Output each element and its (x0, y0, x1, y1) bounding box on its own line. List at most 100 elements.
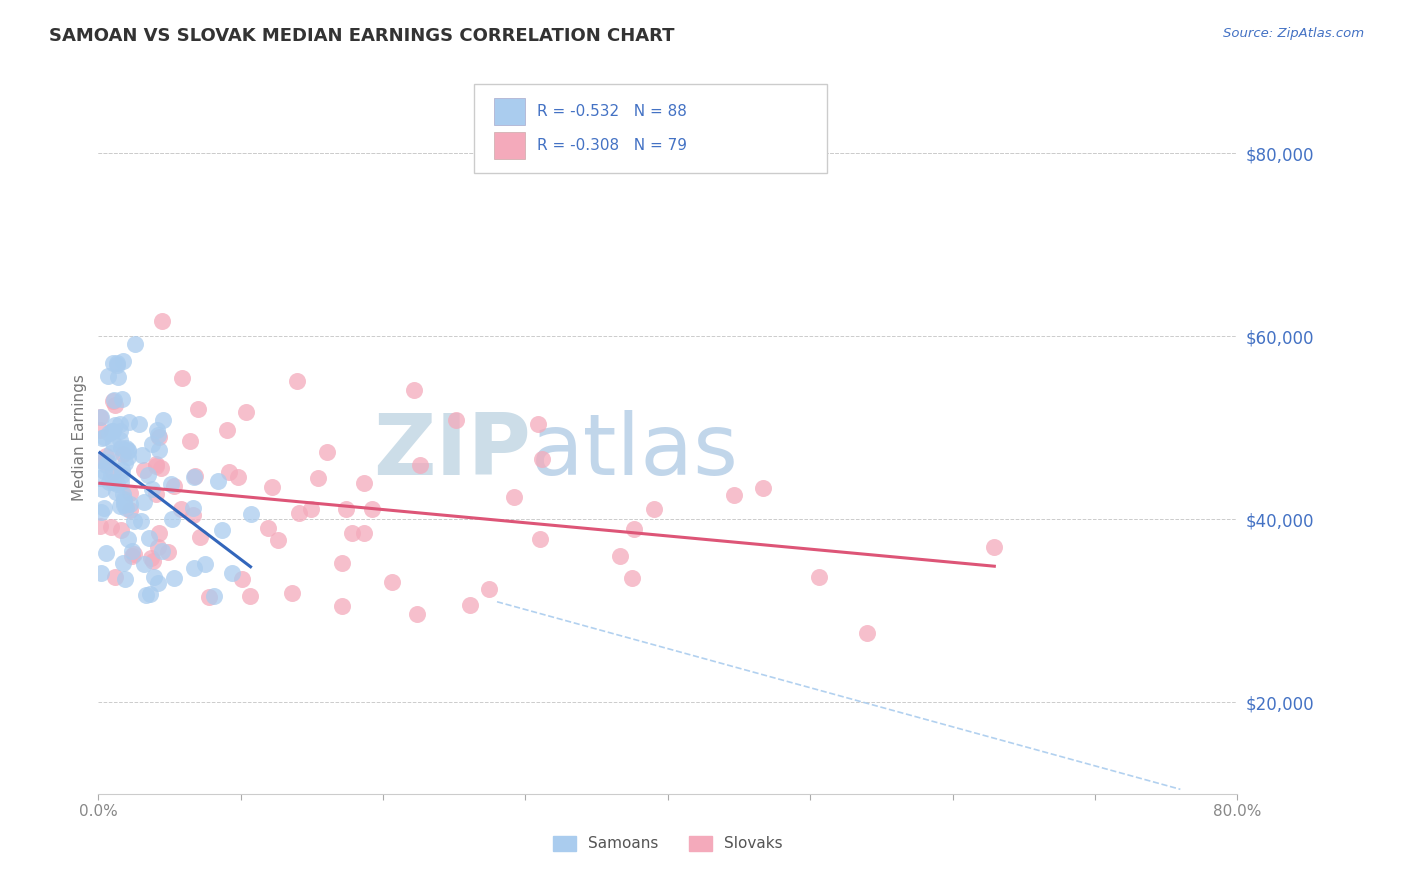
Point (117, 532, 139, 546)
Point (267, 533, 290, 547)
Y-axis label: Median Earnings: Median Earnings (72, 374, 87, 500)
Point (342, 526, 364, 541)
Point (148, 541, 170, 555)
Point (146, 428, 169, 442)
Point (404, 383, 426, 397)
Point (96, 458, 118, 472)
Point (145, 423, 167, 437)
Point (89, 452, 111, 467)
Point (531, 452, 554, 467)
Point (446, 412, 468, 426)
Point (110, 524, 132, 538)
Point (211, 523, 233, 537)
Point (181, 508, 204, 522)
Point (108, 424, 131, 438)
Point (239, 507, 262, 521)
Point (114, 572, 136, 586)
Point (122, 514, 145, 528)
Point (181, 501, 204, 516)
Point (152, 413, 174, 427)
Point (335, 501, 357, 516)
Point (93, 464, 115, 478)
Point (138, 531, 160, 545)
Point (97, 455, 120, 469)
Point (96, 369, 118, 384)
Point (101, 465, 124, 479)
Point (107, 369, 129, 384)
Point (94, 545, 117, 559)
Point (132, 495, 155, 509)
Point (115, 501, 138, 516)
Point (163, 478, 186, 492)
Point (93, 430, 115, 444)
Point (188, 529, 211, 543)
Text: SAMOAN VS SLOVAK MEDIAN EARNINGS CORRELATION CHART: SAMOAN VS SLOVAK MEDIAN EARNINGS CORRELA… (49, 27, 675, 45)
Point (148, 430, 170, 444)
Point (103, 393, 125, 408)
Point (172, 370, 194, 384)
Point (145, 459, 167, 474)
Point (160, 477, 183, 491)
Point (105, 477, 128, 491)
Point (202, 590, 225, 604)
Point (148, 576, 170, 591)
Point (90, 505, 112, 519)
Point (478, 582, 501, 596)
Point (100, 520, 122, 534)
Point (179, 434, 201, 449)
Point (104, 485, 127, 500)
Point (112, 353, 135, 368)
Point (100, 446, 122, 460)
Point (101, 355, 124, 369)
Point (131, 448, 153, 462)
Point (97, 475, 120, 490)
Point (226, 470, 249, 484)
Point (122, 547, 145, 561)
Point (145, 487, 167, 501)
Point (169, 501, 191, 516)
Point (91, 482, 114, 496)
Point (100, 468, 122, 483)
Point (807, 570, 830, 584)
Point (527, 417, 550, 431)
Point (406, 607, 429, 621)
Text: R = -0.308   N = 79: R = -0.308 N = 79 (537, 138, 688, 153)
Point (101, 435, 124, 450)
Point (408, 458, 430, 472)
Point (98, 425, 121, 440)
Point (94, 449, 117, 463)
Point (118, 486, 141, 500)
Point (105, 356, 128, 370)
Point (103, 569, 125, 583)
Point (360, 502, 382, 516)
Point (184, 469, 207, 483)
Point (138, 587, 160, 601)
Point (257, 521, 280, 535)
Point (121, 549, 143, 564)
Point (380, 574, 402, 589)
FancyBboxPatch shape (474, 84, 827, 173)
Point (89, 471, 111, 485)
Point (121, 543, 143, 558)
Point (141, 436, 163, 450)
Point (94, 455, 117, 469)
Point (235, 405, 257, 419)
Point (149, 461, 172, 475)
Point (103, 425, 125, 439)
Point (111, 447, 134, 461)
Point (330, 599, 353, 613)
Point (115, 442, 138, 456)
Point (111, 468, 134, 483)
Point (187, 402, 209, 417)
Point (262, 480, 284, 494)
Point (299, 502, 322, 516)
Point (89, 518, 111, 533)
Point (112, 492, 135, 507)
Point (207, 474, 229, 488)
Point (101, 475, 124, 489)
Point (114, 456, 136, 470)
Point (111, 462, 134, 476)
Point (120, 497, 142, 511)
Point (217, 424, 239, 438)
Legend: Samoans, Slovaks: Samoans, Slovaks (547, 830, 789, 857)
